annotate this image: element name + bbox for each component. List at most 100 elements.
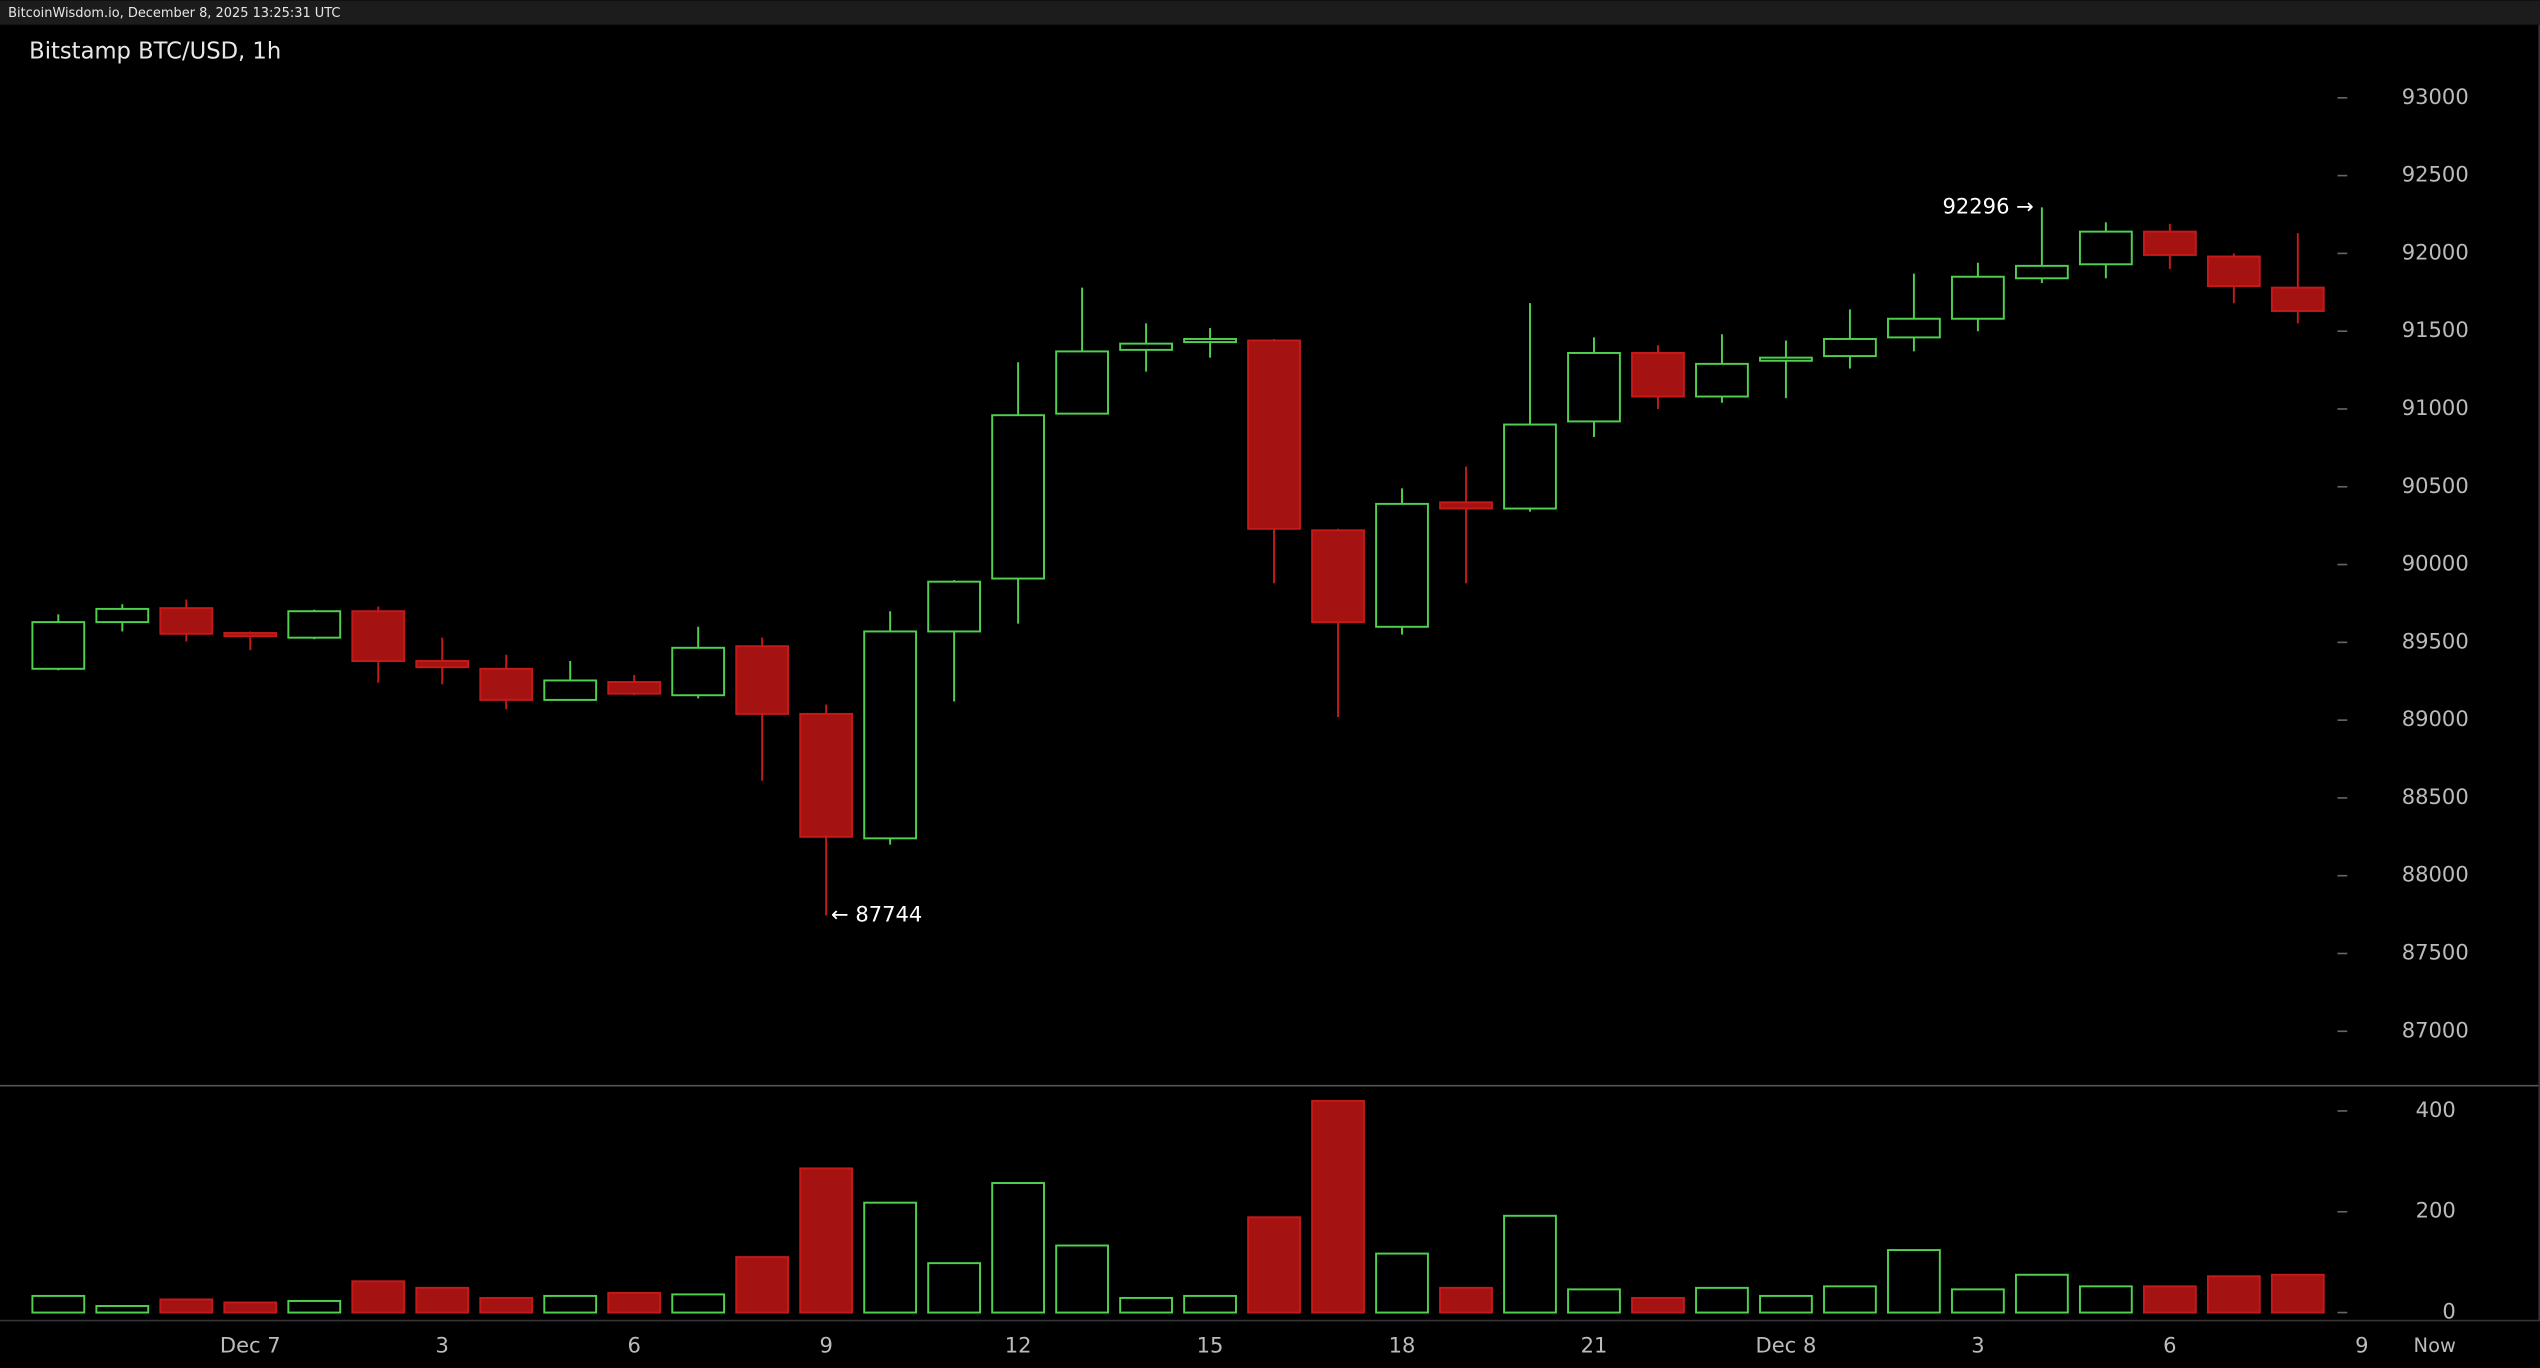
volume-bar: [159, 1298, 214, 1314]
y-tick-label: 87000: [2402, 1017, 2469, 1042]
volume-bar: [1055, 1244, 1109, 1314]
candle-body: [1695, 362, 1749, 398]
y-tick-label: 89500: [2402, 628, 2469, 653]
volume-bar: [991, 1182, 1045, 1314]
candle-body: [1439, 501, 1493, 510]
x-tick-label: 12: [1005, 1333, 1032, 1358]
volume-bar: [479, 1296, 534, 1314]
header-bar: [0, 0, 2540, 25]
x-tick-label: Dec 7: [220, 1333, 281, 1358]
y-tick-label: 92000: [2402, 239, 2469, 264]
volume-tick-label: 400: [2416, 1097, 2456, 1122]
volume-bar: [31, 1294, 86, 1314]
candle-body: [927, 580, 982, 633]
candle-body: [1247, 339, 1301, 530]
volume-bar: [1759, 1294, 1813, 1314]
volume-bar: [799, 1167, 854, 1314]
volume-bar: [1631, 1296, 1685, 1314]
candle-body: [287, 610, 342, 639]
candle-body: [223, 632, 278, 638]
x-tick-label: 6: [627, 1333, 640, 1358]
volume-bar: [415, 1286, 470, 1314]
candle-body: [2142, 230, 2197, 256]
low-annotation: ← 87744: [831, 902, 922, 927]
x-tick-label: Now: [2414, 1334, 2456, 1357]
y-tick-label: 87500: [2402, 939, 2469, 964]
x-tick-label: 6: [2163, 1333, 2176, 1358]
x-tick-label: 9: [2355, 1333, 2368, 1358]
volume-bar: [1247, 1216, 1301, 1314]
volume-bar: [287, 1299, 342, 1314]
candle-body: [863, 630, 918, 840]
y-tick-label: 90000: [2402, 551, 2469, 576]
volume-bar: [1439, 1286, 1493, 1314]
y-tick-label: 90500: [2402, 473, 2469, 498]
volume-bar: [2270, 1273, 2325, 1314]
volume-bar: [2078, 1285, 2133, 1314]
volume-bar: [1887, 1249, 1941, 1314]
candle-body: [2270, 286, 2325, 312]
volume-bar: [1311, 1099, 1365, 1314]
volume-bar: [2142, 1285, 2197, 1314]
candle-body: [991, 414, 1045, 580]
candle-body: [415, 660, 470, 669]
candle-body: [1311, 529, 1365, 624]
candle-body: [1951, 275, 2005, 320]
candle-body: [1055, 350, 1109, 415]
candle-body: [1887, 317, 1941, 339]
candle-body: [1503, 423, 1557, 510]
y-tick-label: 89000: [2402, 706, 2469, 731]
volume-bar: [735, 1256, 790, 1314]
candle-body: [735, 645, 790, 715]
candle-body: [95, 607, 150, 624]
x-tick-label: 15: [1197, 1333, 1224, 1358]
candle-body: [159, 607, 214, 635]
volume-bar: [1375, 1252, 1429, 1314]
volume-bar: [1695, 1286, 1749, 1314]
volume-bar: [223, 1301, 278, 1314]
volume-bar: [1119, 1296, 1173, 1314]
candle-body: [1823, 337, 1877, 358]
volume-bar: [1823, 1285, 1877, 1314]
y-tick-label: 88500: [2402, 784, 2469, 809]
candle-body: [799, 712, 854, 838]
volume-bar: [607, 1291, 662, 1314]
x-tick-label: 3: [436, 1333, 449, 1358]
volume-bar: [1951, 1288, 2005, 1314]
candle-body: [2078, 230, 2133, 266]
x-tick-label: 21: [1581, 1333, 1608, 1358]
candle-body: [543, 679, 598, 701]
volume-bar: [543, 1294, 598, 1314]
y-tick-label: 91000: [2402, 395, 2469, 420]
candle-body: [1119, 342, 1173, 351]
candle-body: [31, 621, 86, 670]
header-text: BitcoinWisdom.io, December 8, 2025 13:25…: [8, 6, 340, 21]
candle-body: [2014, 264, 2069, 280]
x-tick-label: 3: [1971, 1333, 1984, 1358]
candle-body: [1567, 351, 1621, 423]
volume-bar: [1183, 1294, 1237, 1314]
volume-tick-label: 0: [2442, 1299, 2455, 1324]
volume-bar: [1503, 1214, 1557, 1314]
volume-bar: [863, 1201, 918, 1314]
volume-bar: [2014, 1273, 2069, 1314]
volume-bar: [95, 1305, 150, 1314]
candle-body: [1631, 351, 1685, 398]
volume-bar: [1567, 1288, 1621, 1314]
volume-bar: [927, 1262, 982, 1314]
volume-bar: [671, 1293, 726, 1314]
candle-body: [1375, 502, 1429, 628]
y-tick-label: 88000: [2402, 862, 2469, 887]
candle-body: [607, 681, 662, 695]
candle-body: [1183, 337, 1237, 344]
volume-bar: [2206, 1275, 2261, 1314]
chart-title: Bitstamp BTC/USD, 1h: [29, 39, 281, 65]
candle-body: [2206, 255, 2261, 288]
x-tick-label: Dec 8: [1756, 1333, 1817, 1358]
y-tick-label: 91500: [2402, 317, 2469, 342]
candle-body: [671, 646, 726, 697]
volume-tick-label: 200: [2416, 1198, 2456, 1223]
